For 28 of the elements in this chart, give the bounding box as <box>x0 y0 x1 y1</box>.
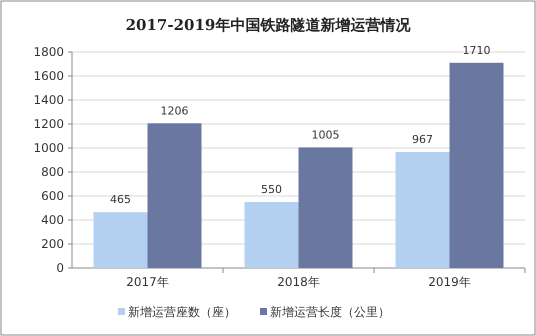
data-label: 1206 <box>160 104 188 118</box>
bar <box>298 147 352 268</box>
y-tick-label: 400 <box>41 213 64 227</box>
bar <box>244 202 298 268</box>
y-tick-label: 800 <box>41 165 64 179</box>
bar <box>94 212 148 268</box>
x-tick-label: 2018年 <box>277 275 320 289</box>
y-tick-label: 600 <box>41 189 64 203</box>
y-tick-label: 1200 <box>33 117 64 131</box>
data-label: 550 <box>261 183 282 196</box>
data-label: 1005 <box>312 128 340 142</box>
data-label: 465 <box>110 193 131 206</box>
legend-label: 新增运营长度（公里） <box>270 305 390 319</box>
y-tick-label: 1600 <box>33 69 64 83</box>
bar <box>148 123 202 268</box>
y-tick-label: 0 <box>56 261 64 275</box>
data-label: 967 <box>412 132 433 146</box>
y-tick-label: 1800 <box>33 45 64 59</box>
legend-label: 新增运营座数（座） <box>128 305 236 319</box>
x-tick-label: 2017年 <box>126 275 169 289</box>
chart-title: 2017-2019年中国铁路隧道新增运营情况 <box>126 16 412 34</box>
bar <box>450 62 504 268</box>
data-label: 1710 <box>462 44 490 57</box>
bar <box>396 152 450 268</box>
x-tick-label: 2019年 <box>428 275 471 289</box>
y-tick-label: 200 <box>41 237 64 251</box>
y-tick-label: 1000 <box>33 141 64 155</box>
y-tick-label: 1400 <box>33 93 64 107</box>
